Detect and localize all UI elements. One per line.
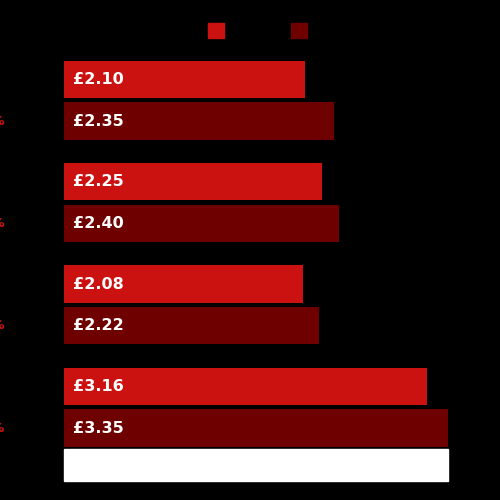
Text: £2.35: £2.35 xyxy=(74,114,124,128)
Bar xyxy=(64,410,448,447)
Text: £2.40: £2.40 xyxy=(74,216,124,231)
Text: £2.10: £2.10 xyxy=(74,72,124,87)
Text: £3.16: £3.16 xyxy=(74,379,124,394)
Text: £3.35: £3.35 xyxy=(74,420,124,436)
Text: +6%: +6% xyxy=(0,422,6,434)
Text: £2.22: £2.22 xyxy=(74,318,124,333)
Text: +6.7%: +6.7% xyxy=(0,319,6,332)
Bar xyxy=(64,368,426,405)
Bar xyxy=(64,61,305,98)
Text: £2.25: £2.25 xyxy=(74,174,124,190)
Text: £2.08: £2.08 xyxy=(74,276,124,291)
Bar xyxy=(64,449,448,481)
Bar xyxy=(64,102,334,140)
Bar xyxy=(64,163,322,200)
Bar xyxy=(64,266,302,303)
Text: +11.9%: +11.9% xyxy=(0,114,6,128)
Bar xyxy=(291,24,307,38)
Bar xyxy=(64,307,318,344)
Bar xyxy=(208,24,224,38)
Text: +6.7%: +6.7% xyxy=(0,217,6,230)
Bar xyxy=(64,204,340,242)
